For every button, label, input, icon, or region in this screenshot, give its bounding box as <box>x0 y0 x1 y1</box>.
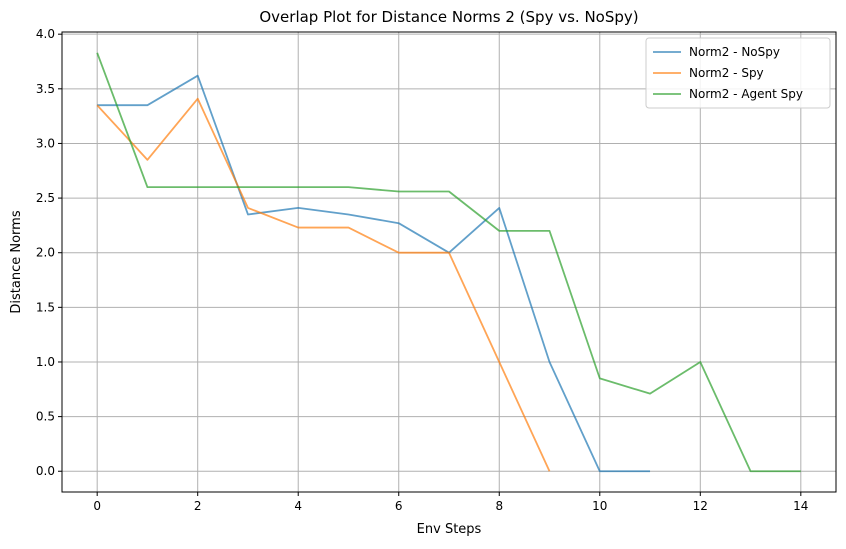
legend-label: Norm2 - Agent Spy <box>689 87 803 101</box>
y-tick-label: 1.0 <box>36 355 55 369</box>
y-tick-label: 2.5 <box>36 191 55 205</box>
y-axis-label: Distance Norms <box>9 210 24 313</box>
chart-title: Overlap Plot for Distance Norms 2 (Spy v… <box>259 8 638 26</box>
series-lines <box>96 52 801 473</box>
x-axis-label: Env Steps <box>417 522 482 537</box>
x-axis-ticks: 0 2 4 6 8 10 12 14 <box>93 492 808 513</box>
x-tick-label: 14 <box>793 499 808 513</box>
y-tick-label: 3.5 <box>36 82 55 96</box>
x-tick-label: 8 <box>495 499 503 513</box>
y-tick-label: 2.0 <box>36 246 55 260</box>
x-tick-label: 4 <box>294 499 302 513</box>
plot-frame <box>61 31 837 493</box>
x-tick-label: 0 <box>93 499 101 513</box>
legend-label: Norm2 - NoSpy <box>689 45 780 59</box>
y-tick-label: 3.0 <box>36 136 55 150</box>
y-tick-label: 0.0 <box>36 464 55 478</box>
x-tick-label: 12 <box>693 499 708 513</box>
y-tick-label: 4.0 <box>36 27 55 41</box>
legend-label: Norm2 - Spy <box>689 66 764 80</box>
series-line-3 <box>96 52 801 473</box>
legend: Norm2 - NoSpy Norm2 - Spy Norm2 - Agent Sp… <box>645 37 831 109</box>
x-tick-label: 2 <box>194 499 202 513</box>
y-axis-ticks: 0.0 0.5 1.0 1.5 2.0 2.5 3.0 3.5 4.0 <box>36 27 62 478</box>
x-tick-label: 6 <box>395 499 403 513</box>
y-tick-label: 1.5 <box>36 300 55 314</box>
legend-box <box>645 37 831 109</box>
y-tick-label: 0.5 <box>36 410 55 424</box>
x-tick-label: 10 <box>592 499 607 513</box>
series-line-1 <box>97 74 651 473</box>
series-line-2 <box>96 97 551 472</box>
